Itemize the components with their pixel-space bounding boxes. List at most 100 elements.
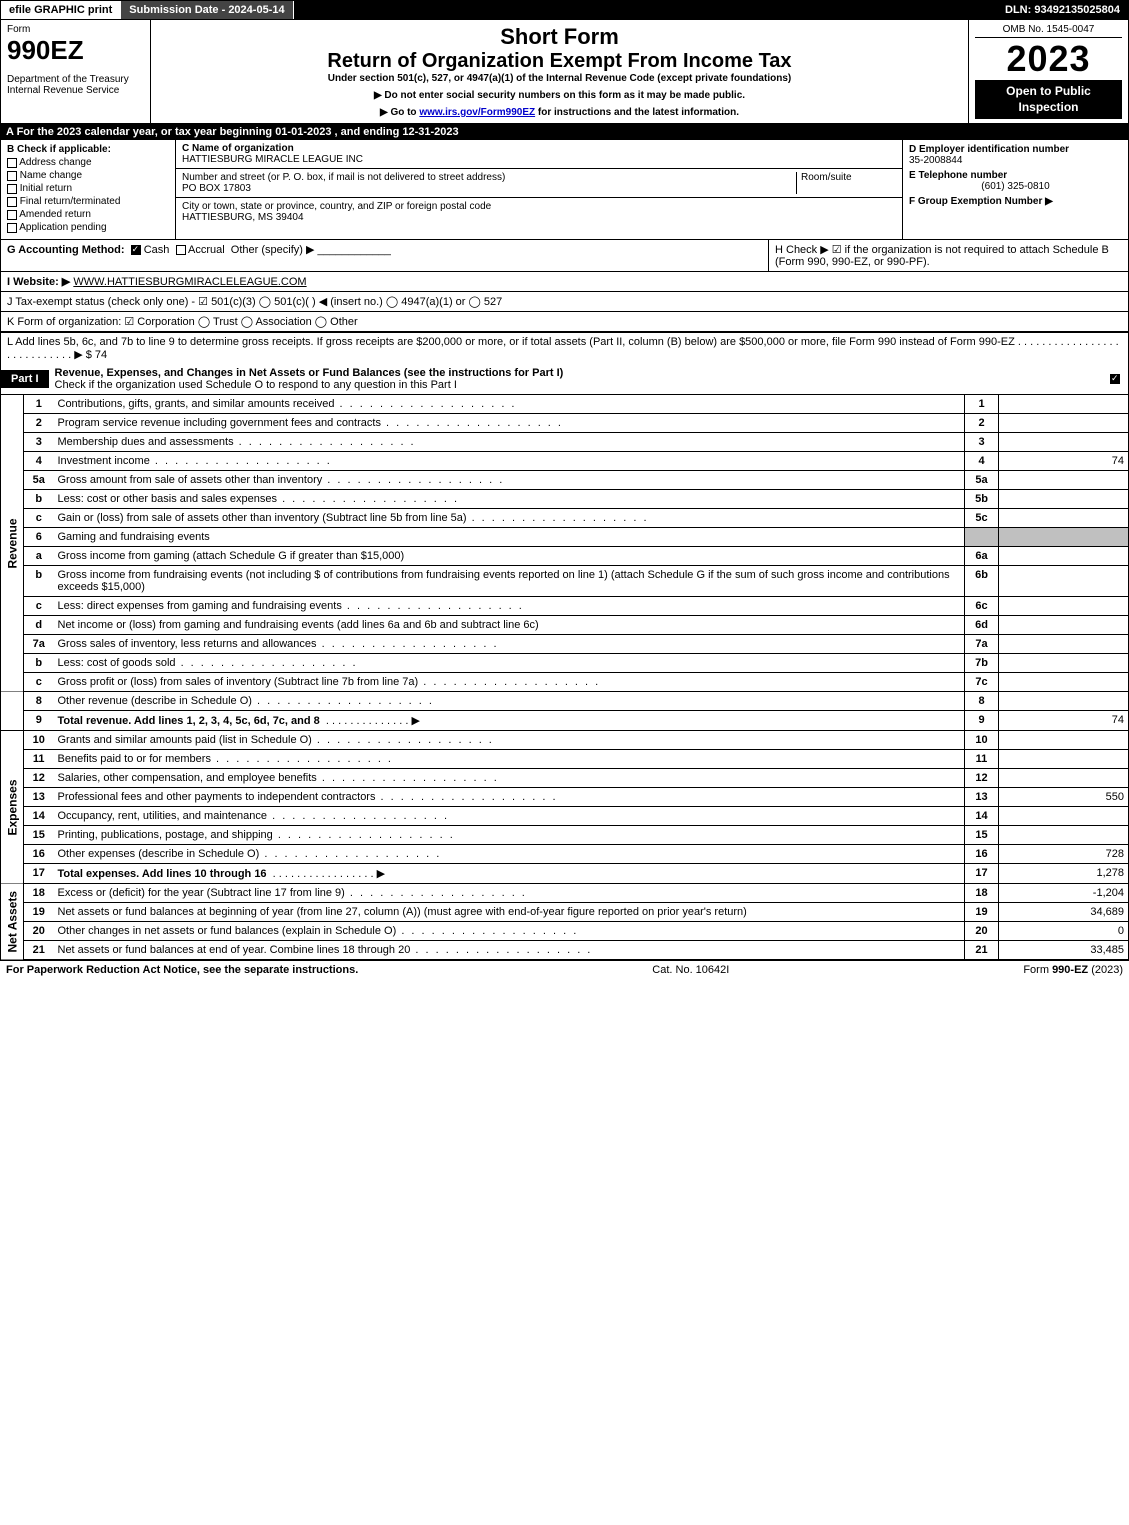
box-1: 1 <box>965 395 999 414</box>
header-center: Short Form Return of Organization Exempt… <box>151 20 968 123</box>
irs-link[interactable]: www.irs.gov/Form990EZ <box>419 107 535 118</box>
box-14: 14 <box>965 807 999 826</box>
goto-post: for instructions and the latest informat… <box>535 107 739 118</box>
chk-application-pending[interactable]: Application pending <box>7 222 169 233</box>
tel-label: E Telephone number <box>909 170 1122 181</box>
row-i: I Website: ▶ WWW.HATTIESBURGMIRACLELEAGU… <box>0 271 1129 291</box>
desc-2: Program service revenue including govern… <box>54 414 965 433</box>
sub-5a: 5a <box>965 471 999 490</box>
ln-6d: d <box>24 616 54 635</box>
desc-7c: Gross profit or (loss) from sales of inv… <box>54 673 965 692</box>
box-7c: 7c <box>965 673 999 692</box>
ln-21: 21 <box>24 941 54 960</box>
ln-15: 15 <box>24 826 54 845</box>
part-1-title: Revenue, Expenses, and Changes in Net As… <box>49 364 1102 394</box>
form-label: Form <box>7 24 144 35</box>
net-assets-table: Net Assets 18 Excess or (deficit) for th… <box>0 884 1129 960</box>
chk-cash[interactable] <box>131 245 141 255</box>
ein-label: D Employer identification number <box>909 144 1122 155</box>
ln-5a: 5a <box>24 471 54 490</box>
ln-6a: a <box>24 547 54 566</box>
ln-5c: c <box>24 509 54 528</box>
chk-amended-return[interactable]: Amended return <box>7 209 169 220</box>
col-d: D Employer identification number 35-2008… <box>903 140 1128 239</box>
revenue-side-cont <box>1 692 24 731</box>
box-9: 9 <box>965 711 999 731</box>
expenses-side-label: Expenses <box>1 731 24 884</box>
omb-number: OMB No. 1545-0047 <box>975 24 1122 38</box>
ln-7c: c <box>24 673 54 692</box>
val-12 <box>999 769 1129 788</box>
subval-5b <box>999 490 1129 509</box>
department: Department of the Treasury Internal Reve… <box>7 74 144 96</box>
box-2: 2 <box>965 414 999 433</box>
ln-8: 8 <box>24 692 54 711</box>
section-b-to-f: B Check if applicable: Address change Na… <box>0 140 1129 239</box>
desc-6b: Gross income from fundraising events (no… <box>58 569 950 593</box>
box-4: 4 <box>965 452 999 471</box>
ln-7a: 7a <box>24 635 54 654</box>
val-21: 33,485 <box>999 941 1129 960</box>
col-b: B Check if applicable: Address change Na… <box>1 140 176 239</box>
box-6-shade <box>965 528 999 547</box>
chk-initial-return[interactable]: Initial return <box>7 183 169 194</box>
box-5c: 5c <box>965 509 999 528</box>
desc-7a: Gross sales of inventory, less returns a… <box>58 638 499 650</box>
subval-6b <box>999 566 1129 597</box>
box-13: 13 <box>965 788 999 807</box>
val-6d <box>999 616 1129 635</box>
under-section: Under section 501(c), 527, or 4947(a)(1)… <box>157 73 962 84</box>
street: PO BOX 17803 <box>182 183 251 194</box>
form-header: Form 990EZ Department of the Treasury In… <box>0 20 1129 124</box>
row-g-h: G Accounting Method: Cash Accrual Other … <box>0 239 1129 271</box>
chk-accrual[interactable] <box>176 245 186 255</box>
form-number: 990EZ <box>7 35 144 66</box>
ln-17: 17 <box>24 864 54 884</box>
return-title: Return of Organization Exempt From Incom… <box>157 50 962 73</box>
val-20: 0 <box>999 922 1129 941</box>
footer-cat: Cat. No. 10642I <box>652 964 729 976</box>
val-8 <box>999 692 1129 711</box>
expenses-table: Expenses 10 Grants and similar amounts p… <box>0 731 1129 884</box>
accrual-label: Accrual <box>188 244 225 256</box>
chk-name-change[interactable]: Name change <box>7 170 169 181</box>
ln-2: 2 <box>24 414 54 433</box>
sub-6b: 6b <box>965 566 999 597</box>
goto-pre: ▶ Go to <box>380 107 419 118</box>
desc-15: Printing, publications, postage, and shi… <box>54 826 965 845</box>
line-a: A For the 2023 calendar year, or tax yea… <box>0 124 1129 140</box>
subval-6a <box>999 547 1129 566</box>
footer-right: Form 990-EZ (2023) <box>1023 964 1123 976</box>
ln-16: 16 <box>24 845 54 864</box>
box-10: 10 <box>965 731 999 750</box>
ln-4: 4 <box>24 452 54 471</box>
box-20: 20 <box>965 922 999 941</box>
part-1-header: Part I Revenue, Expenses, and Changes in… <box>0 364 1129 395</box>
footer: For Paperwork Reduction Act Notice, see … <box>0 960 1129 979</box>
ln-11: 11 <box>24 750 54 769</box>
ln-6c: c <box>24 597 54 616</box>
box-19: 19 <box>965 903 999 922</box>
revenue-side-label: Revenue <box>1 395 24 692</box>
sub-7b: 7b <box>965 654 999 673</box>
group-exemption-label: F Group Exemption Number ▶ <box>909 196 1122 207</box>
subval-7a <box>999 635 1129 654</box>
desc-8: Other revenue (describe in Schedule O) <box>54 692 965 711</box>
chk-address-change[interactable]: Address change <box>7 157 169 168</box>
ln-7b: b <box>24 654 54 673</box>
val-4: 74 <box>999 452 1129 471</box>
cash-label: Cash <box>144 244 170 256</box>
website-url[interactable]: WWW.HATTIESBURGMIRACLELEAGUE.COM <box>73 276 306 288</box>
row-l: L Add lines 5b, 6c, and 7b to line 9 to … <box>0 332 1129 364</box>
desc-11: Benefits paid to or for members <box>54 750 965 769</box>
val-9: 74 <box>999 711 1129 731</box>
chk-final-return[interactable]: Final return/terminated <box>7 196 169 207</box>
efile-print[interactable]: efile GRAPHIC print <box>1 1 121 19</box>
val-19: 34,689 <box>999 903 1129 922</box>
accounting-method-label: G Accounting Method: <box>7 244 125 256</box>
row-h: H Check ▶ ☑ if the organization is not r… <box>768 240 1128 271</box>
chk-schedule-o[interactable] <box>1110 374 1120 384</box>
row-j: J Tax-exempt status (check only one) - ☑… <box>0 291 1129 311</box>
val-3 <box>999 433 1129 452</box>
org-name: HATTIESBURG MIRACLE LEAGUE INC <box>182 154 363 165</box>
